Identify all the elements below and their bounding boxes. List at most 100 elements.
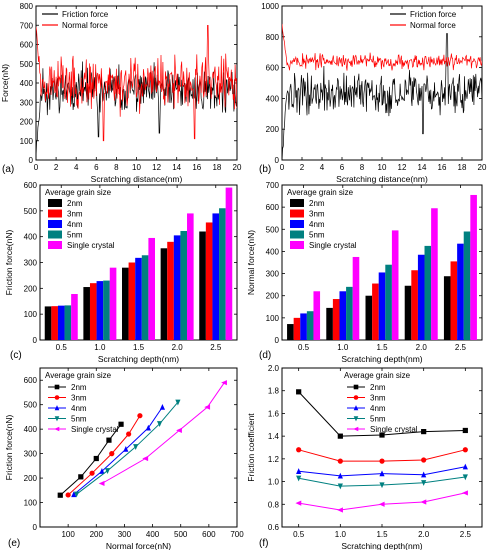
bar [365, 295, 373, 340]
legend-swatch [290, 220, 304, 228]
bar [346, 286, 353, 340]
x-tick-label: 10 [132, 163, 141, 172]
y-tick-label: 500 [24, 401, 38, 410]
data-point [421, 429, 427, 435]
data-point [337, 507, 343, 513]
y-tick-label: 1.6 [268, 409, 280, 418]
legend-label: 4nm [309, 220, 325, 229]
y-tick-label: 1.4 [268, 432, 280, 441]
y-tick-label: 100 [266, 314, 280, 323]
data-point [89, 470, 95, 476]
data-point [296, 468, 302, 474]
x-tick-label: 500 [174, 530, 188, 539]
x-tick-label: 1.0 [94, 343, 106, 352]
data-point [296, 389, 302, 395]
y-tick-label: 200 [20, 118, 34, 127]
data-point [221, 380, 227, 386]
data-point [142, 455, 149, 462]
bar [219, 208, 226, 340]
x-tick-label: 10 [378, 163, 387, 172]
x-tick-label: 6 [94, 163, 99, 172]
y-tick-label: 0.8 [268, 500, 280, 509]
data-point [71, 491, 77, 498]
bar [160, 248, 168, 340]
legend-label: 5nm [67, 231, 83, 240]
series-line [73, 406, 163, 495]
y-tick-label: 400 [24, 233, 38, 242]
data-point [295, 500, 302, 506]
y-tick-label: 100 [24, 310, 38, 319]
x-tick-label: 8 [114, 163, 119, 172]
panel-label: (c) [10, 350, 22, 361]
bar [450, 261, 458, 340]
y-tick-label: 500 [20, 60, 34, 69]
bar [404, 285, 412, 340]
y-tick-label: 700 [266, 181, 280, 190]
bar [135, 257, 142, 340]
legend-label: Single crystal [67, 241, 115, 250]
series-line [36, 61, 237, 158]
bar [463, 231, 471, 340]
x-tick-label: 0.5 [298, 343, 310, 352]
bar [148, 237, 155, 340]
legend-label: Single crystal [309, 241, 357, 250]
x-tick-label: 4 [320, 163, 325, 172]
plot-frame [39, 367, 238, 528]
bar [167, 241, 174, 340]
y-tick-label: 800 [20, 2, 34, 11]
bar [457, 243, 464, 340]
data-point [421, 471, 427, 478]
bar [128, 262, 136, 340]
series-line [282, 33, 482, 160]
legend-swatch [48, 209, 62, 218]
data-point [133, 444, 139, 450]
data-point [462, 427, 468, 434]
legend-swatch [48, 230, 62, 239]
legend-label: 5nm [370, 415, 386, 424]
legend-label: 2nm [71, 383, 87, 392]
series-line [298, 492, 466, 511]
panel-4: 0 100 200 300 400 500 600 700 0.5 1.0 1.5 2.0 2.5 Scr… [246, 181, 483, 364]
data-point [176, 427, 182, 433]
y-tick-label: 600 [24, 181, 38, 190]
y-tick-label: 600 [266, 64, 280, 73]
bar [443, 276, 451, 340]
x-tick-label: 600 [202, 530, 216, 539]
x-axis-label: Scratching depth(nm) [98, 354, 179, 364]
bar [385, 264, 392, 340]
data-point [204, 404, 211, 410]
data-point [109, 451, 115, 457]
series-line [36, 24, 237, 142]
panel-3: 0 100 200 300 400 500 600 0.5 1.0 1.5 2.0 2.5 Scratc… [4, 181, 238, 364]
data-point [93, 455, 99, 462]
legend-label: 2nm [67, 199, 83, 208]
panel-1: 0 100 200 300 400 500 600 700 800 0 2 4 6 8 10 12 14 16 18… [0, 2, 242, 184]
bar [424, 245, 432, 340]
data-point [296, 447, 302, 453]
bar [287, 324, 294, 340]
y-tick-label: 500 [266, 225, 280, 234]
bar [313, 291, 321, 340]
x-tick-label: 1.0 [337, 343, 349, 352]
y-tick-label: 100 [24, 499, 38, 508]
bar [372, 283, 379, 340]
y-tick-label: 300 [24, 259, 38, 268]
x-tick-label: 4 [74, 163, 79, 172]
data-point [420, 499, 427, 505]
data-point [54, 395, 60, 400]
data-point [126, 431, 132, 437]
bar [306, 311, 314, 340]
panel-5: 0 100 200 300 400 500 600 100 200 300 400 500 600 700… [4, 367, 244, 550]
x-axis-label: Scratching distance(nm) [336, 174, 428, 184]
bar [180, 230, 188, 340]
y-tick-label: 600 [20, 41, 34, 50]
bar [51, 306, 58, 340]
bar [470, 194, 477, 340]
data-point [379, 470, 385, 477]
data-point [123, 446, 129, 452]
x-tick-label: 20 [478, 163, 487, 172]
bar [332, 299, 340, 340]
data-point [104, 468, 111, 474]
y-tick-label: 300 [20, 98, 34, 107]
legend-title: Average grain size [45, 371, 112, 380]
